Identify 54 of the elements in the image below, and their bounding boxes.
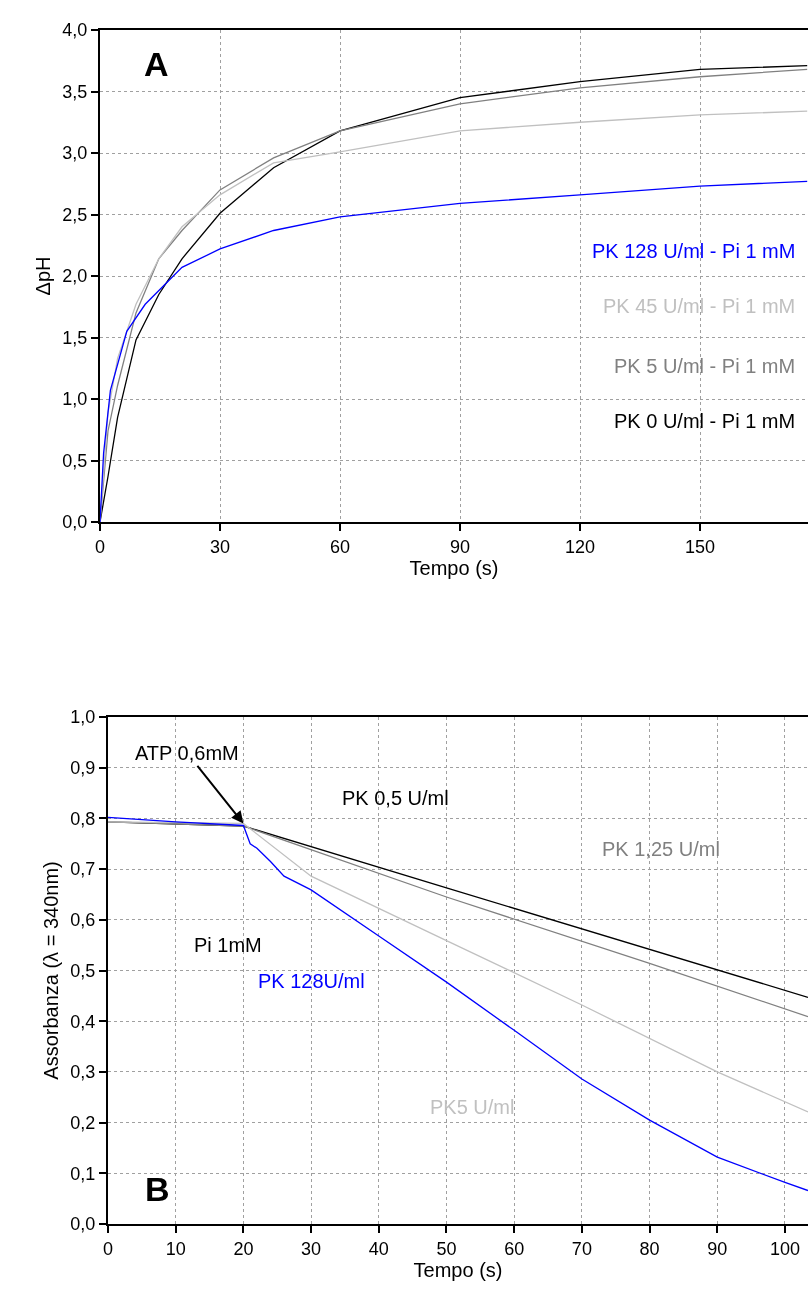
x-tick-label: 30 (209, 536, 231, 557)
x-tick-label: 90 (707, 1238, 728, 1259)
y-tick-label: 0,6 (70, 910, 96, 931)
x-tick-label: 80 (639, 1238, 660, 1259)
y-tick-label: 3,0 (62, 143, 88, 164)
x-tick-label: 0 (102, 1238, 114, 1259)
line-series (100, 180, 808, 522)
y-tick-label: 2,5 (62, 204, 88, 225)
text: PK 0,5 U/ml (342, 787, 449, 809)
x-tick-label: 20 (233, 1238, 254, 1259)
x-tick-label: 0 (94, 536, 106, 557)
y-tick-label: 0,9 (70, 758, 96, 778)
text: PK 128 U/ml - Pi 1 mM (592, 240, 796, 262)
text: PK 5 U/ml - Pi 1 mM (614, 355, 796, 377)
x-tick-label: 100 (769, 1238, 800, 1259)
x-tick-label: 30 (301, 1238, 322, 1259)
y-tick-label: 0,0 (70, 1214, 96, 1235)
series-label: PK 128U/ml (258, 970, 365, 992)
text: PK 1,25 U/ml (602, 838, 720, 860)
text: PK 45 U/ml - Pi 1 mM (603, 295, 796, 317)
y-tick-label: 1,5 (62, 327, 88, 348)
y-tick-label: 0,1 (70, 1163, 96, 1184)
x-tick-label: 50 (436, 1238, 457, 1259)
x-tick-label: 60 (504, 1238, 525, 1259)
y-tick-label: 0,5 (62, 450, 88, 471)
x-tick-label: 60 (329, 536, 351, 557)
x-tick-label: 120 (564, 536, 596, 557)
x-tick-label: 70 (571, 1238, 592, 1259)
y-tick-label: 0,7 (70, 859, 96, 880)
y-tick-label: 0,3 (70, 1062, 96, 1083)
x-axis-title: Tempo (s) (413, 1258, 503, 1281)
y-tick-label: 0,8 (70, 808, 96, 829)
y-tick-label: 1,0 (70, 707, 96, 728)
text: PK 0 U/ml - Pi 1 mM (614, 410, 796, 432)
x-tick-label: 40 (368, 1238, 389, 1259)
annotation: A (144, 45, 169, 83)
annotation: ATP 0,6mM (135, 742, 239, 764)
y-tick-label: 1,0 (62, 389, 88, 410)
annotation: Pi 1mM (194, 934, 262, 956)
y-tick-label: 0,4 (70, 1011, 96, 1032)
text: PK5 U/ml (430, 1096, 515, 1118)
x-tick-label: 10 (165, 1238, 186, 1259)
y-tick-label: 0,0 (62, 512, 88, 533)
x-tick-label: 150 (684, 536, 716, 557)
y-tick-label: 0,2 (70, 1112, 96, 1133)
y-axis-title: Assorbanza (λ = 340nm) (40, 861, 63, 1080)
y-tick-label: 2,0 (62, 266, 88, 287)
annotation: B (145, 1170, 170, 1208)
y-tick-label: 0,5 (70, 960, 96, 981)
y-tick-label: 4,0 (62, 20, 88, 41)
x-axis-title: Tempo (s) (409, 556, 499, 579)
y-axis-title: ΔpH (32, 256, 55, 296)
y-tick-label: 3,5 (62, 81, 88, 102)
x-tick-label: 90 (449, 536, 471, 557)
